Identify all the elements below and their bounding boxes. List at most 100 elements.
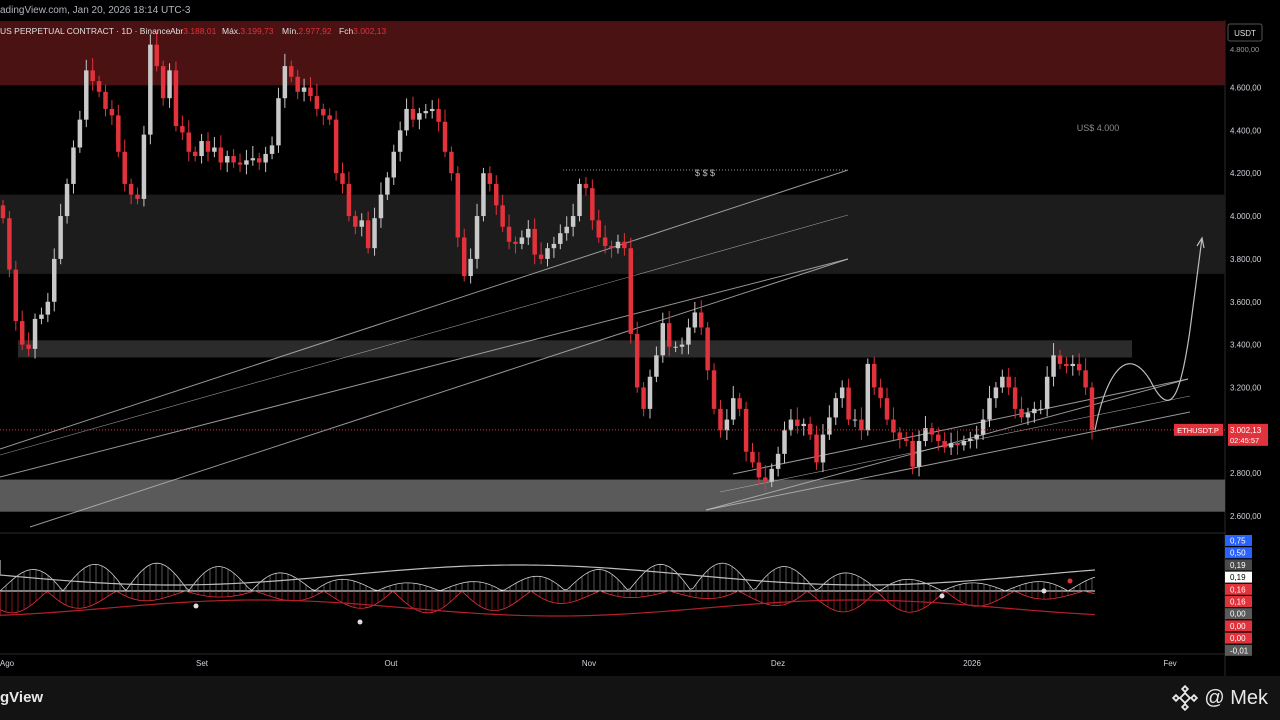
candle-body (218, 147, 224, 163)
candle-body (436, 108, 441, 122)
candle-body (538, 254, 544, 259)
candle-body (250, 158, 256, 161)
candle-body (788, 419, 794, 431)
oscillator-value-text: -0,01 (1230, 646, 1249, 655)
currency-label: USDT (1234, 29, 1256, 38)
candle-body (1019, 408, 1024, 418)
ohlc-value: Máx.3.199,73 (222, 26, 274, 36)
x-tick-label: Fev (1163, 659, 1176, 668)
candle-body (961, 441, 967, 446)
candle-body (1006, 376, 1011, 388)
candle-body (590, 188, 595, 221)
currency-button[interactable] (1227, 23, 1263, 42)
candle-body (135, 194, 140, 199)
candle-body (128, 183, 134, 195)
candle-body (154, 44, 159, 67)
price-chart[interactable]: $ $ $ US$ 4.000 US PERPETUAL CONTRACT · 1D… (0, 0, 1280, 676)
oscillator-value-text: 0,19 (1230, 561, 1246, 570)
zone-resistance (0, 21, 1225, 86)
candle-body (968, 438, 973, 442)
candle-body (615, 241, 621, 249)
channel-line (0, 258, 849, 478)
channel-line (29, 258, 849, 528)
author-signature: @ Mek (1172, 685, 1268, 711)
candle-body (346, 183, 352, 217)
candle-body (698, 312, 704, 328)
candle-body (558, 233, 563, 244)
candle-body (731, 398, 736, 420)
candle-body (417, 113, 422, 120)
candle-body (64, 183, 70, 217)
oscillator-value-badge (1225, 559, 1252, 571)
x-tick-label: Out (385, 659, 399, 668)
candle-body (45, 301, 51, 315)
candle-body (1089, 387, 1095, 430)
oscillator-waves (0, 560, 1096, 625)
candle-body (103, 91, 108, 109)
y-tick-label: 3.800,00 (1230, 255, 1262, 264)
candle-body (936, 434, 941, 442)
price-tag-countdown: 02:45:57 (1230, 436, 1259, 445)
candle-body (564, 226, 569, 234)
oscillator-marker (357, 619, 363, 625)
channel-line (705, 411, 1191, 511)
signature-text: @ Mek (1204, 686, 1268, 709)
candle-body (763, 477, 768, 482)
oscillator-value-text: 0,50 (1230, 549, 1246, 558)
candle-body (295, 76, 300, 92)
channel-line (0, 169, 849, 450)
oscillator-value-text: 0,16 (1230, 598, 1246, 607)
candle-body (686, 327, 691, 345)
candle-body (282, 66, 288, 99)
candle-body (711, 370, 717, 409)
candle-body (199, 141, 204, 157)
price-tag (1228, 423, 1268, 446)
oscillator-signal-line (0, 560, 1096, 586)
candle-body (974, 434, 979, 439)
symbol-title: US PERPETUAL CONTRACT · 1D · Binance (0, 26, 171, 36)
candle-body (449, 151, 454, 174)
candle-body (526, 228, 531, 238)
oscillator-signal-line (0, 599, 1096, 617)
candle-body (116, 115, 121, 152)
candle-body (0, 205, 6, 219)
candle-body (1076, 363, 1082, 371)
oscillator-marker (1067, 578, 1073, 584)
candle-body (404, 108, 409, 131)
candle-body (26, 344, 31, 349)
x-tick-label: Set (196, 659, 209, 668)
y-tick-label: 3.400,00 (1230, 341, 1262, 350)
oscillator-value-badge (1225, 632, 1252, 644)
oscillator-value-badge (1225, 644, 1252, 656)
candle-body (775, 453, 781, 469)
candle-body (385, 177, 390, 195)
candle-body (180, 126, 185, 133)
candle-body (333, 119, 339, 174)
candle-body (353, 216, 358, 227)
candle-body (782, 430, 787, 454)
candle-body (423, 111, 429, 114)
candle-body (1051, 355, 1056, 377)
candle-body (852, 419, 858, 421)
y-tick-label: 4.600,00 (1230, 84, 1262, 93)
candle-body (289, 66, 294, 77)
candle-body (429, 108, 435, 112)
channel-line (0, 214, 849, 456)
y-tick-label: 2.600,00 (1230, 512, 1262, 521)
candle-body (910, 441, 915, 467)
candle-body (314, 96, 320, 109)
candle-body (987, 398, 992, 420)
candle-body (1025, 413, 1031, 418)
candle-body (769, 468, 774, 482)
candle-body (308, 87, 313, 97)
candle-body (647, 376, 653, 409)
x-tick-label: Nov (582, 659, 596, 668)
candle-body (77, 119, 83, 148)
oscillator-value-badge (1225, 535, 1252, 546)
candle-body (71, 147, 76, 184)
candle-body (820, 434, 826, 463)
projection-arrow (1094, 237, 1203, 431)
candle-body (52, 258, 57, 302)
candle-body (859, 419, 864, 431)
candle-body (679, 344, 685, 347)
